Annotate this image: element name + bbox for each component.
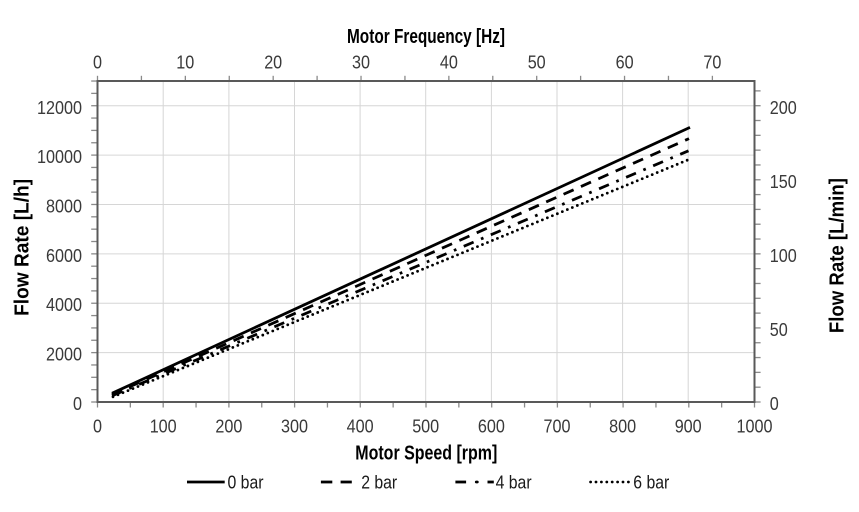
svg-text:700: 700 [544, 417, 571, 437]
svg-text:Flow Rate [L/h]: Flow Rate [L/h] [12, 179, 34, 316]
svg-text:600: 600 [478, 417, 505, 437]
svg-text:100: 100 [150, 417, 177, 437]
svg-text:10000: 10000 [37, 147, 82, 167]
svg-text:6 bar: 6 bar [633, 472, 669, 492]
svg-text:30: 30 [352, 53, 370, 73]
svg-text:0: 0 [93, 53, 102, 73]
svg-text:0: 0 [73, 394, 82, 414]
svg-text:10: 10 [176, 53, 194, 73]
svg-text:40: 40 [440, 53, 458, 73]
svg-text:200: 200 [770, 98, 797, 118]
svg-text:1000: 1000 [737, 417, 773, 437]
svg-text:12000: 12000 [37, 98, 82, 118]
svg-text:400: 400 [347, 417, 374, 437]
svg-text:100: 100 [770, 246, 797, 266]
svg-text:Motor Speed [rpm]: Motor Speed [rpm] [355, 442, 497, 464]
svg-text:200: 200 [215, 417, 242, 437]
svg-text:60: 60 [616, 53, 634, 73]
svg-text:50: 50 [770, 320, 788, 340]
svg-text:Flow Rate [L/min]: Flow Rate [L/min] [827, 178, 849, 333]
svg-text:2 bar: 2 bar [361, 472, 397, 492]
svg-text:150: 150 [770, 172, 797, 192]
svg-text:4 bar: 4 bar [496, 472, 532, 492]
svg-text:4000: 4000 [46, 295, 82, 315]
svg-text:50: 50 [528, 53, 546, 73]
svg-text:0: 0 [93, 417, 102, 437]
svg-text:800: 800 [609, 417, 636, 437]
svg-text:500: 500 [412, 417, 439, 437]
svg-text:8000: 8000 [46, 197, 82, 217]
svg-text:0: 0 [770, 394, 779, 414]
svg-text:Motor Frequency [Hz]: Motor Frequency [Hz] [347, 26, 505, 48]
svg-text:900: 900 [675, 417, 702, 437]
svg-text:6000: 6000 [46, 246, 82, 266]
svg-text:0 bar: 0 bar [228, 472, 264, 492]
svg-text:70: 70 [703, 53, 721, 73]
svg-text:2000: 2000 [46, 345, 82, 365]
svg-text:20: 20 [264, 53, 282, 73]
svg-text:300: 300 [281, 417, 308, 437]
